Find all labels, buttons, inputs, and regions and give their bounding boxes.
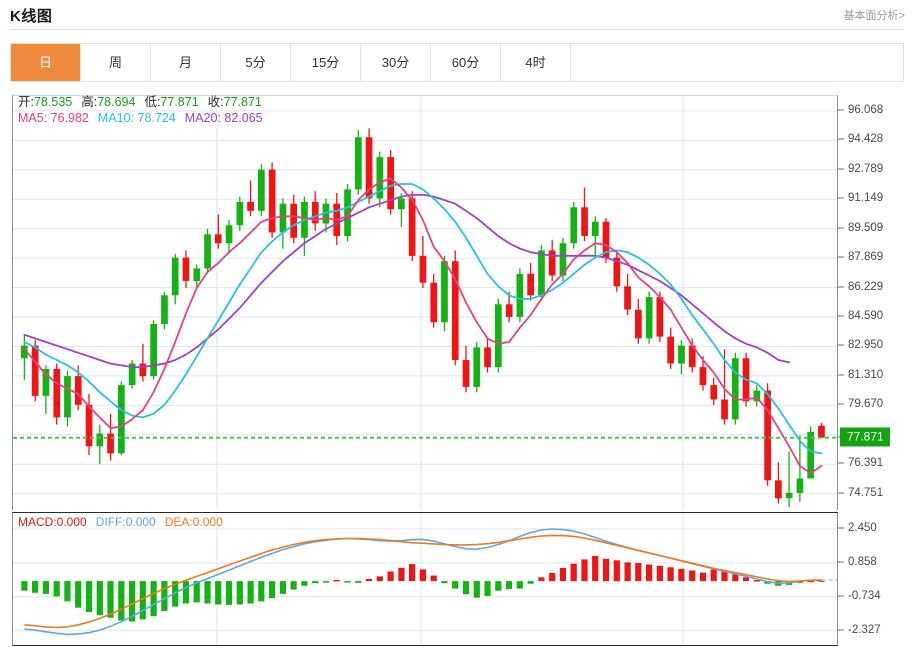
axis-tick	[838, 197, 844, 199]
macd-axis-label-1: 0.858	[848, 555, 877, 568]
high-label: 高:	[81, 95, 98, 109]
price-axis-label-7: 84.590	[848, 310, 884, 323]
ma10-value: 78.724	[137, 111, 176, 125]
price-axis-label-8: 82.950	[848, 339, 884, 352]
price-axis-label-3: 91.149	[848, 192, 884, 205]
close-value: 77.871	[223, 95, 262, 109]
macd-legend: MACD:0.000 DIFF:0.000 DEA:0.000	[18, 515, 223, 529]
macd-value: 0.000	[56, 515, 87, 529]
axis-tick	[838, 315, 844, 317]
close-label: 收:	[207, 95, 224, 109]
axis-tick	[838, 344, 844, 346]
axis-tick	[838, 527, 844, 529]
dea-label: DEA:	[164, 515, 193, 529]
fundamental-analysis-link[interactable]: 基本面分析>	[843, 10, 905, 22]
price-axis-label-9: 81.310	[848, 368, 884, 381]
ma5-label: MA5:	[18, 111, 48, 125]
axis-tick	[838, 629, 844, 631]
y-axis-labels: 96.068 94.428 92.789 91.149 89.509 87.869 86.2…	[838, 95, 914, 646]
open-label: 开:	[18, 95, 34, 109]
axis-tick	[838, 256, 844, 258]
diff-value: 0.000	[125, 515, 156, 529]
dea-value: 0.000	[192, 515, 223, 529]
high-value: 78.694	[97, 95, 136, 109]
candlestick-chart	[13, 96, 837, 509]
axis-tick	[838, 374, 844, 376]
tab-5[interactable]: 30分	[361, 44, 431, 81]
price-axis-label-10: 79.670	[848, 398, 884, 411]
tab-6[interactable]: 60分	[431, 44, 501, 81]
price-axis-label-5: 87.869	[848, 251, 884, 264]
axis-tick	[838, 462, 844, 464]
price-axis-label-6: 86.229	[848, 280, 884, 293]
tab-3[interactable]: 5分	[221, 44, 291, 81]
ohlc-legend: 开:78.535 高:78.694 低:77.871 收:77.871	[18, 94, 262, 110]
period-tab-bar[interactable]: 日周月 5分 15分 30分 60分 4时	[10, 43, 904, 82]
axis-tick	[838, 286, 844, 288]
price-axis-label-1: 94.428	[848, 133, 884, 146]
low-label: 低:	[144, 95, 161, 109]
diff-label: DIFF:	[95, 515, 126, 529]
macd-axis-label-3: -2.327	[848, 623, 881, 636]
price-axis-label-4: 89.509	[848, 221, 884, 234]
low-value: 77.871	[160, 95, 199, 109]
price-axis-label-0: 96.068	[848, 103, 884, 116]
current-price-tick	[838, 436, 844, 438]
current-price-tag: 77.871	[840, 427, 890, 447]
ma20-value: 82.065	[224, 111, 263, 125]
axis-tick	[838, 403, 844, 405]
tab-0[interactable]: 日	[11, 44, 81, 81]
axis-tick	[838, 109, 844, 111]
axis-tick	[838, 561, 844, 563]
page-title: K线图	[10, 8, 53, 25]
price-chart-panel[interactable]	[12, 95, 838, 510]
ma10-label: MA10:	[97, 111, 135, 125]
moving-average-legend: MA5: 76.982 MA10: 78.724 MA20: 82.065	[18, 110, 263, 126]
tab-1[interactable]: 周	[81, 44, 151, 81]
axis-tick	[838, 595, 844, 597]
ma5-value: 76.982	[50, 111, 89, 125]
tab-2[interactable]: 月	[151, 44, 221, 81]
axis-tick	[838, 168, 844, 170]
tab-4[interactable]: 15分	[291, 44, 361, 81]
price-axis-label-11: 76.391	[848, 457, 884, 470]
price-axis-label-12: 74.751	[848, 486, 884, 499]
axis-tick	[838, 492, 844, 494]
axis-tick	[838, 138, 844, 140]
page-header: K线图 基本面分析>	[0, 0, 914, 29]
macd-chart-panel[interactable]	[12, 512, 838, 646]
macd-chart	[13, 513, 837, 645]
tab-7[interactable]: 4时	[501, 44, 571, 81]
macd-axis-label-2: -0.734	[848, 589, 881, 602]
ma20-label: MA20:	[184, 111, 221, 125]
axis-tick	[838, 227, 844, 229]
price-axis-label-2: 92.789	[848, 162, 884, 175]
macd-label: MACD:	[18, 515, 57, 529]
header-divider	[10, 29, 904, 30]
open-value: 78.535	[33, 95, 73, 109]
tab-bar-filler	[571, 44, 903, 81]
macd-axis-label-0: 2.450	[848, 521, 877, 534]
